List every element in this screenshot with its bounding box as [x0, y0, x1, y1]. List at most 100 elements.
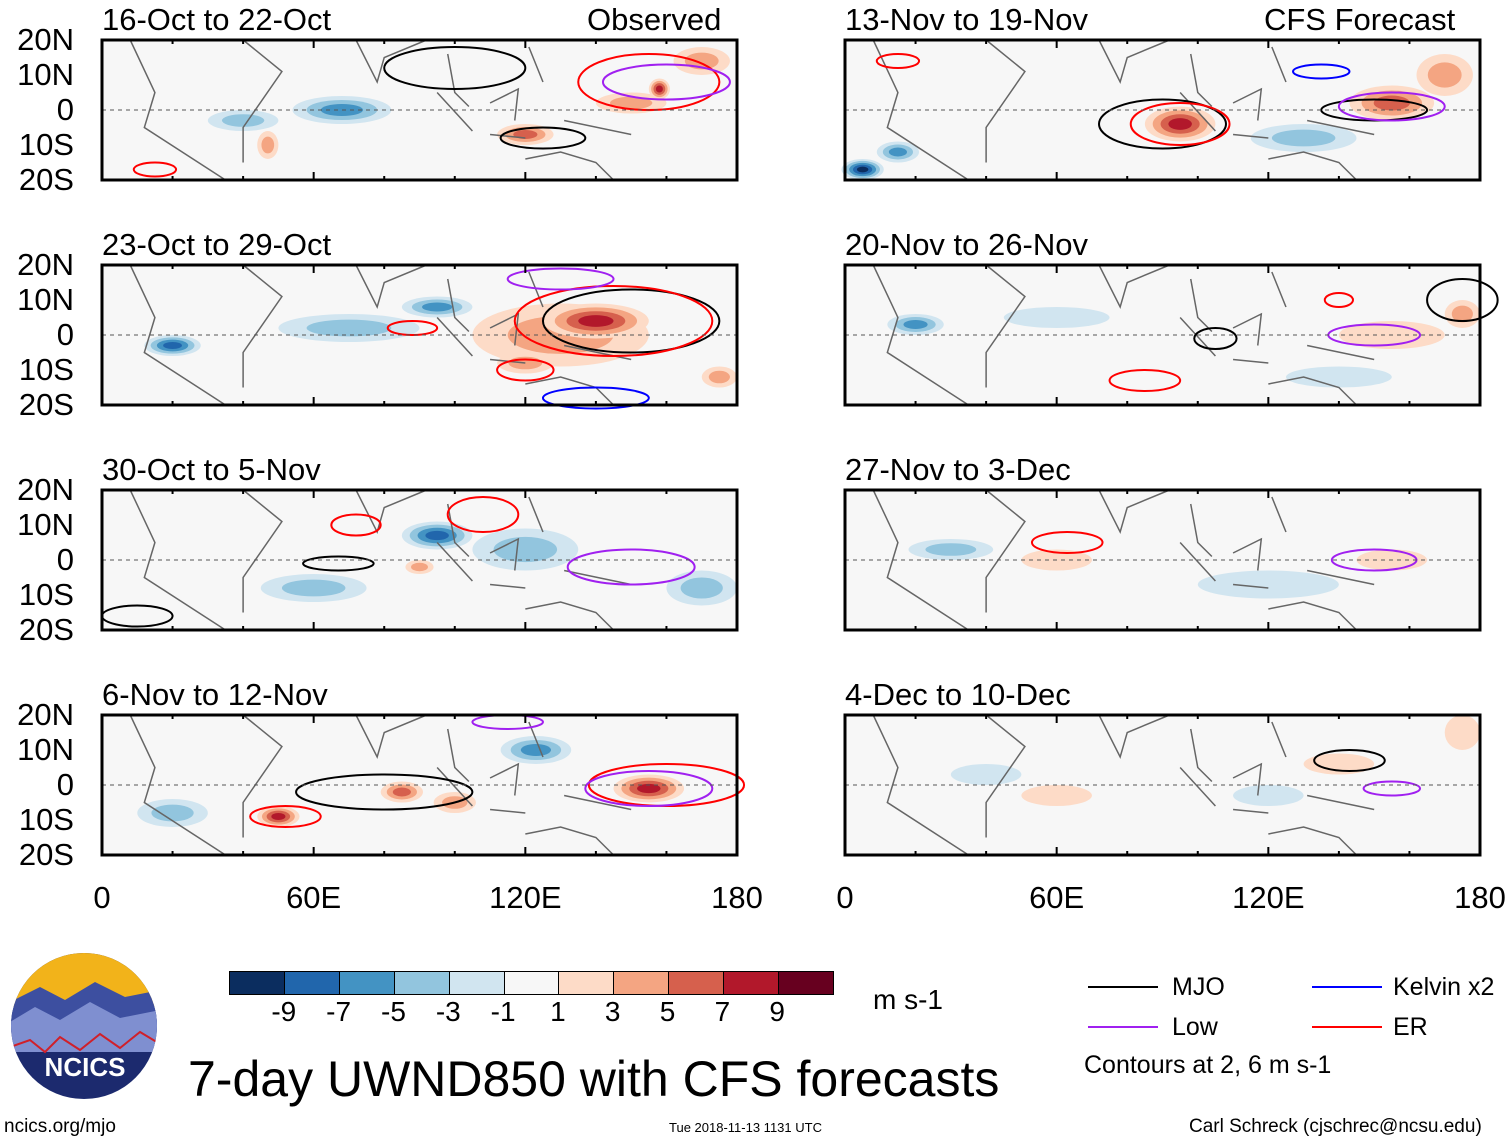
anomaly-shading — [1271, 129, 1336, 147]
panel-frame — [100, 713, 739, 857]
colorbar-tick-label: 5 — [659, 996, 676, 1027]
lat-label: 10N — [17, 282, 74, 317]
anomaly-shading — [1233, 785, 1304, 806]
contour-low — [566, 548, 696, 586]
contour-er — [386, 320, 439, 336]
lat-label: 20S — [18, 162, 74, 197]
anomaly-shading — [1373, 95, 1410, 111]
lat-label: 0 — [56, 317, 74, 352]
anomaly-shading — [306, 319, 392, 337]
lat-label: 10N — [17, 732, 74, 767]
colorbar-swatch — [393, 972, 449, 994]
panel-title: 27-Nov to 3-Dec — [845, 452, 1071, 487]
coastlines — [129, 39, 632, 181]
anomaly-shading — [637, 783, 661, 794]
panel-title: 13-Nov to 19-Nov — [845, 2, 1088, 37]
ncics-logo: NCICS — [11, 953, 157, 1099]
contour-mjo — [295, 773, 474, 811]
lon-label: 0 — [836, 880, 854, 915]
contour-er — [513, 285, 714, 357]
anomaly-shading — [271, 813, 286, 820]
anomaly-shading — [281, 579, 346, 597]
colorbar-swatch — [613, 972, 669, 994]
contour-er — [875, 53, 921, 69]
lat-label: 10S — [18, 127, 74, 162]
legend-note: Contours at 2, 6 m s-1 — [1084, 1051, 1332, 1079]
colorbar-swatch — [283, 972, 339, 994]
panel-frame — [843, 263, 1482, 407]
contour-mjo — [1426, 278, 1499, 322]
lat-label: 10N — [17, 507, 74, 542]
panel-frame — [843, 38, 1482, 182]
lat-label: 10S — [18, 352, 74, 387]
anomaly-shading — [520, 744, 552, 756]
anomaly-shading — [392, 787, 411, 797]
colorbar-tick-label: -9 — [271, 996, 297, 1027]
footer-url[interactable]: ncics.org/mjo — [4, 1116, 116, 1137]
panel-title: 23-Oct to 29-Oct — [102, 227, 332, 262]
lat-label: 20S — [18, 612, 74, 647]
lat-label: 20N — [17, 472, 74, 507]
anomaly-shading — [1197, 570, 1339, 599]
footer-timestamp: Tue 2018-11-13 1131 UTC — [669, 1120, 822, 1135]
legend-label-kelvin: Kelvin x2 — [1393, 973, 1495, 1001]
panel-frame — [843, 488, 1482, 632]
contour-mjo — [302, 555, 375, 572]
contour-mjo — [383, 46, 527, 90]
colorbar-tick-label: 7 — [714, 996, 731, 1027]
contour-kelvin — [541, 386, 650, 410]
lat-label: 20N — [17, 22, 74, 57]
anomaly-shading — [320, 104, 364, 116]
map-panel — [843, 713, 1482, 857]
anomaly-shading — [655, 85, 663, 93]
lon-label: 0 — [93, 880, 111, 915]
coastlines — [872, 489, 1375, 631]
lon-label: 60E — [1029, 880, 1085, 915]
lon-label: 180 — [1454, 880, 1506, 915]
contour-low — [584, 770, 714, 807]
anomaly-shading — [1444, 715, 1480, 750]
panel-frame — [100, 263, 739, 407]
map-panel — [843, 263, 1499, 407]
lon-label: 180 — [711, 880, 763, 915]
contour-er — [249, 805, 322, 828]
anomaly-shading — [151, 804, 194, 822]
lat-label: 20S — [18, 387, 74, 422]
anomaly-shading — [708, 370, 730, 384]
legend-line-mjo — [1088, 986, 1158, 988]
anomaly-shading — [1003, 307, 1110, 328]
colorbar-tick-label: 3 — [604, 996, 621, 1027]
anomaly-shading — [1303, 753, 1375, 775]
legend-label-low: Low — [1172, 1013, 1218, 1041]
map-panel — [100, 488, 739, 632]
anomaly-shading — [1427, 62, 1462, 88]
anomaly-shading — [1451, 305, 1473, 323]
lat-label: 10S — [18, 802, 74, 837]
colorbar-swatch — [230, 972, 284, 994]
anomaly-shading — [610, 96, 653, 110]
map-panel — [100, 263, 739, 410]
legend-label-mjo: MJO — [1172, 973, 1225, 1001]
anomaly-shading — [1285, 366, 1392, 388]
colorbar-tick-label: 9 — [769, 996, 785, 1027]
coastlines — [129, 489, 632, 631]
colorbar-tick-label: -7 — [326, 996, 352, 1027]
coastlines — [872, 264, 1375, 406]
contour-er — [330, 513, 382, 537]
contour-kelvin — [1292, 63, 1351, 80]
anomaly-shading — [221, 114, 265, 127]
colorbar-tick-label: -5 — [381, 996, 406, 1027]
contour-er — [1323, 292, 1354, 308]
lat-label: 20N — [17, 697, 74, 732]
colorbar-tick-label: -3 — [435, 996, 461, 1027]
coastlines — [129, 714, 632, 856]
colorbar-swatch — [448, 972, 504, 994]
panel-title: 30-Oct to 5-Nov — [102, 452, 321, 487]
lat-label: 0 — [56, 92, 74, 127]
anomaly-shading — [578, 315, 614, 327]
legend-line-low — [1088, 1026, 1158, 1028]
legend-line-er — [1312, 1026, 1382, 1028]
colorbar-units: m s-1 — [873, 984, 943, 1015]
coastlines — [872, 39, 1375, 181]
coastlines — [872, 714, 1375, 856]
